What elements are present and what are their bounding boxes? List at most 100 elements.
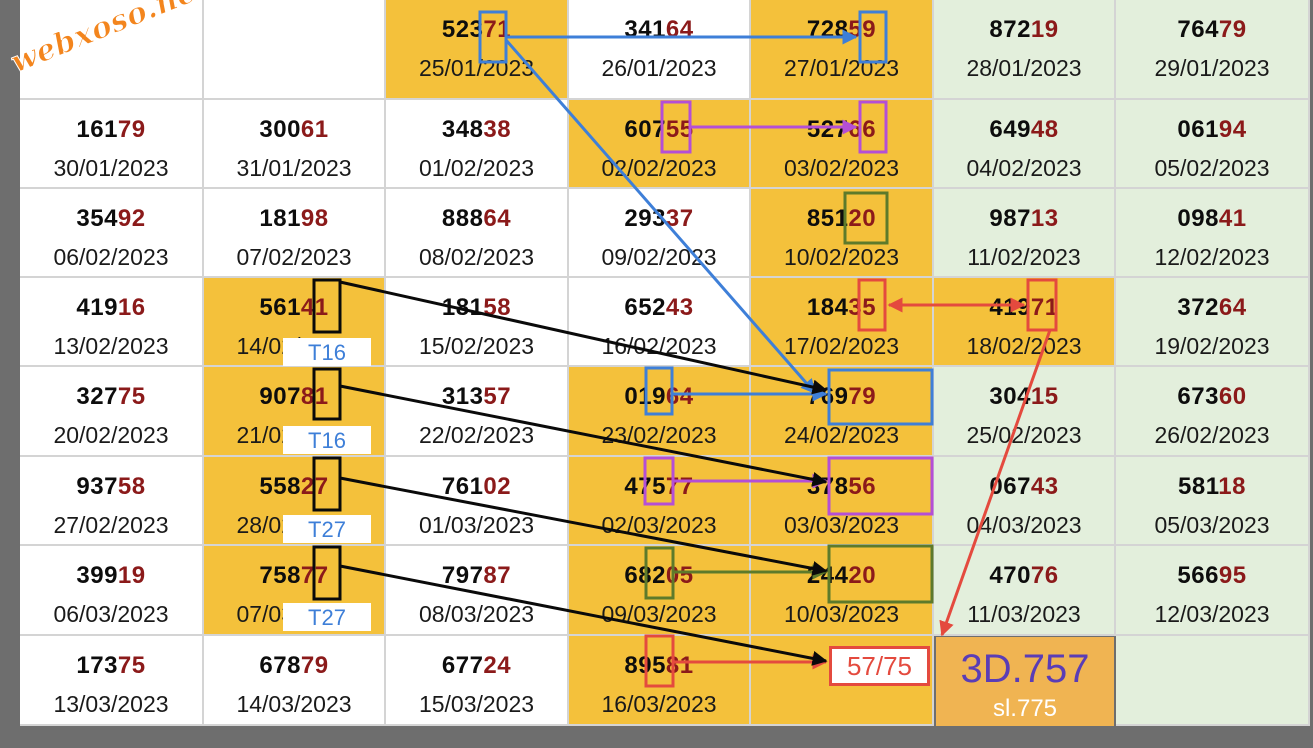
black-highlight-box bbox=[312, 278, 342, 334]
result-cell: 88864 08/02/2023 bbox=[386, 189, 569, 278]
result-cell: 76102 01/03/2023 bbox=[386, 457, 569, 546]
number-tail: 77 bbox=[665, 473, 694, 500]
draw-date: 27/01/2023 bbox=[783, 55, 900, 81]
draw-date: 03/03/2023 bbox=[783, 512, 900, 538]
draw-date: 14/03/2023 bbox=[236, 691, 352, 717]
draw-date: 06/03/2023 bbox=[53, 601, 169, 627]
tag-label: T16 bbox=[283, 338, 371, 366]
draw-date: 29/01/2023 bbox=[1154, 55, 1270, 81]
draw-date: 01/03/2023 bbox=[418, 512, 535, 538]
number-head: 372 bbox=[1177, 294, 1219, 321]
tag-label: T27 bbox=[283, 603, 371, 631]
result-cell: 18158 15/02/2023 bbox=[386, 278, 569, 367]
number-head: 293 bbox=[624, 205, 666, 232]
result-cell: 29337 09/02/2023 bbox=[569, 189, 751, 278]
draw-date: 25/01/2023 bbox=[418, 55, 535, 81]
result-cell bbox=[204, 0, 386, 100]
tag-label: T27 bbox=[283, 515, 371, 543]
draw-date: 08/02/2023 bbox=[418, 244, 535, 270]
prize-number: 79787 bbox=[386, 562, 567, 590]
draw-date: 13/02/2023 bbox=[53, 333, 169, 359]
draw-date: 17/02/2023 bbox=[783, 333, 900, 359]
draw-date: 10/02/2023 bbox=[783, 244, 900, 270]
result-cell: 18198 07/02/2023 bbox=[204, 189, 386, 278]
result-cell: 06194 05/02/2023 bbox=[1116, 100, 1310, 189]
result-cell: 52371 25/01/2023 bbox=[386, 0, 569, 100]
black-highlight-box bbox=[312, 367, 342, 421]
green-highlight-box bbox=[827, 544, 934, 604]
number-tail: 79 bbox=[1218, 16, 1247, 43]
number-head: 561 bbox=[259, 294, 301, 321]
draw-date: 08/03/2023 bbox=[418, 601, 535, 627]
number-tail: 81 bbox=[665, 652, 694, 679]
number-head: 797 bbox=[441, 562, 484, 589]
number-tail: 02 bbox=[483, 473, 512, 500]
draw-date: 11/03/2023 bbox=[967, 601, 1081, 627]
number-tail: 41 bbox=[1218, 205, 1247, 232]
black-link-arrow bbox=[339, 564, 828, 666]
prize-number: 35492 bbox=[20, 205, 202, 233]
number-tail: 98 bbox=[300, 205, 329, 232]
number-tail: 13 bbox=[1030, 205, 1059, 232]
prize-number: 06743 bbox=[934, 473, 1114, 501]
red-highlight-box bbox=[857, 278, 887, 332]
result-cell: 30061 31/01/2023 bbox=[204, 100, 386, 189]
result-main: 3D.757 bbox=[960, 647, 1090, 691]
draw-date: 02/02/2023 bbox=[601, 155, 717, 181]
draw-date: 01/02/2023 bbox=[418, 155, 535, 181]
number-tail: 64 bbox=[483, 205, 512, 232]
number-head: 061 bbox=[1177, 116, 1219, 143]
prize-number: 88864 bbox=[386, 205, 567, 233]
blue-highlight-box bbox=[858, 10, 888, 64]
number-tail: 24 bbox=[483, 652, 512, 679]
number-head: 300 bbox=[259, 116, 301, 143]
result-cell: 98713 11/02/2023 bbox=[934, 189, 1116, 278]
draw-date: 13/03/2023 bbox=[53, 691, 169, 717]
number-tail: 76 bbox=[1030, 562, 1059, 589]
number-tail: 87 bbox=[483, 562, 512, 589]
draw-date: 12/03/2023 bbox=[1154, 601, 1270, 627]
draw-date: 10/03/2023 bbox=[783, 601, 900, 627]
prize-number: 16179 bbox=[20, 116, 202, 144]
prize-number: 52371 bbox=[386, 16, 567, 44]
number-head: 758 bbox=[259, 562, 301, 589]
result-cell: 39919 06/03/2023 bbox=[20, 546, 204, 636]
number-tail: 15 bbox=[1030, 383, 1059, 410]
number-tail: 43 bbox=[665, 294, 694, 321]
draw-date: 28/01/2023 bbox=[966, 55, 1082, 81]
number-tail: 75 bbox=[117, 383, 146, 410]
result-cell: 72859 27/01/2023 bbox=[751, 0, 934, 100]
result-cell: 87219 28/01/2023 bbox=[934, 0, 1116, 100]
number-tail: 18 bbox=[1218, 473, 1246, 500]
draw-date: 05/02/2023 bbox=[1154, 155, 1270, 181]
result-sub: sl.775 bbox=[992, 695, 1058, 722]
green-highlight-box bbox=[843, 191, 889, 245]
number-head: 872 bbox=[989, 16, 1031, 43]
prize-number: 67879 bbox=[204, 652, 384, 680]
number-head: 678 bbox=[259, 652, 301, 679]
result-cell: 41916 13/02/2023 bbox=[20, 278, 204, 367]
result-cell: 93758 27/02/2023 bbox=[20, 457, 204, 546]
number-tail: 19 bbox=[1030, 16, 1059, 43]
result-cell: 18435 17/02/2023 bbox=[751, 278, 934, 367]
number-tail: 79 bbox=[117, 116, 146, 143]
number-tail: 94 bbox=[1218, 116, 1247, 143]
prize-number: 31357 bbox=[386, 383, 567, 411]
number-head: 888 bbox=[441, 205, 484, 232]
number-tail: 19 bbox=[117, 562, 146, 589]
number-tail: 43 bbox=[1030, 473, 1059, 500]
number-head: 470 bbox=[989, 562, 1031, 589]
black-highlight-box bbox=[312, 456, 342, 512]
prize-number: 85120 bbox=[751, 205, 932, 233]
draw-date: 12/02/2023 bbox=[1154, 244, 1270, 270]
draw-date: 04/03/2023 bbox=[966, 512, 1082, 538]
number-head: 677 bbox=[441, 652, 484, 679]
number-head: 184 bbox=[806, 294, 849, 321]
number-head: 313 bbox=[441, 383, 484, 410]
number-head: 652 bbox=[624, 294, 666, 321]
number-tail: 60 bbox=[1218, 383, 1247, 410]
number-tail: 38 bbox=[483, 116, 512, 143]
result-cell bbox=[1116, 636, 1310, 726]
prize-number: 89581 bbox=[569, 652, 749, 680]
